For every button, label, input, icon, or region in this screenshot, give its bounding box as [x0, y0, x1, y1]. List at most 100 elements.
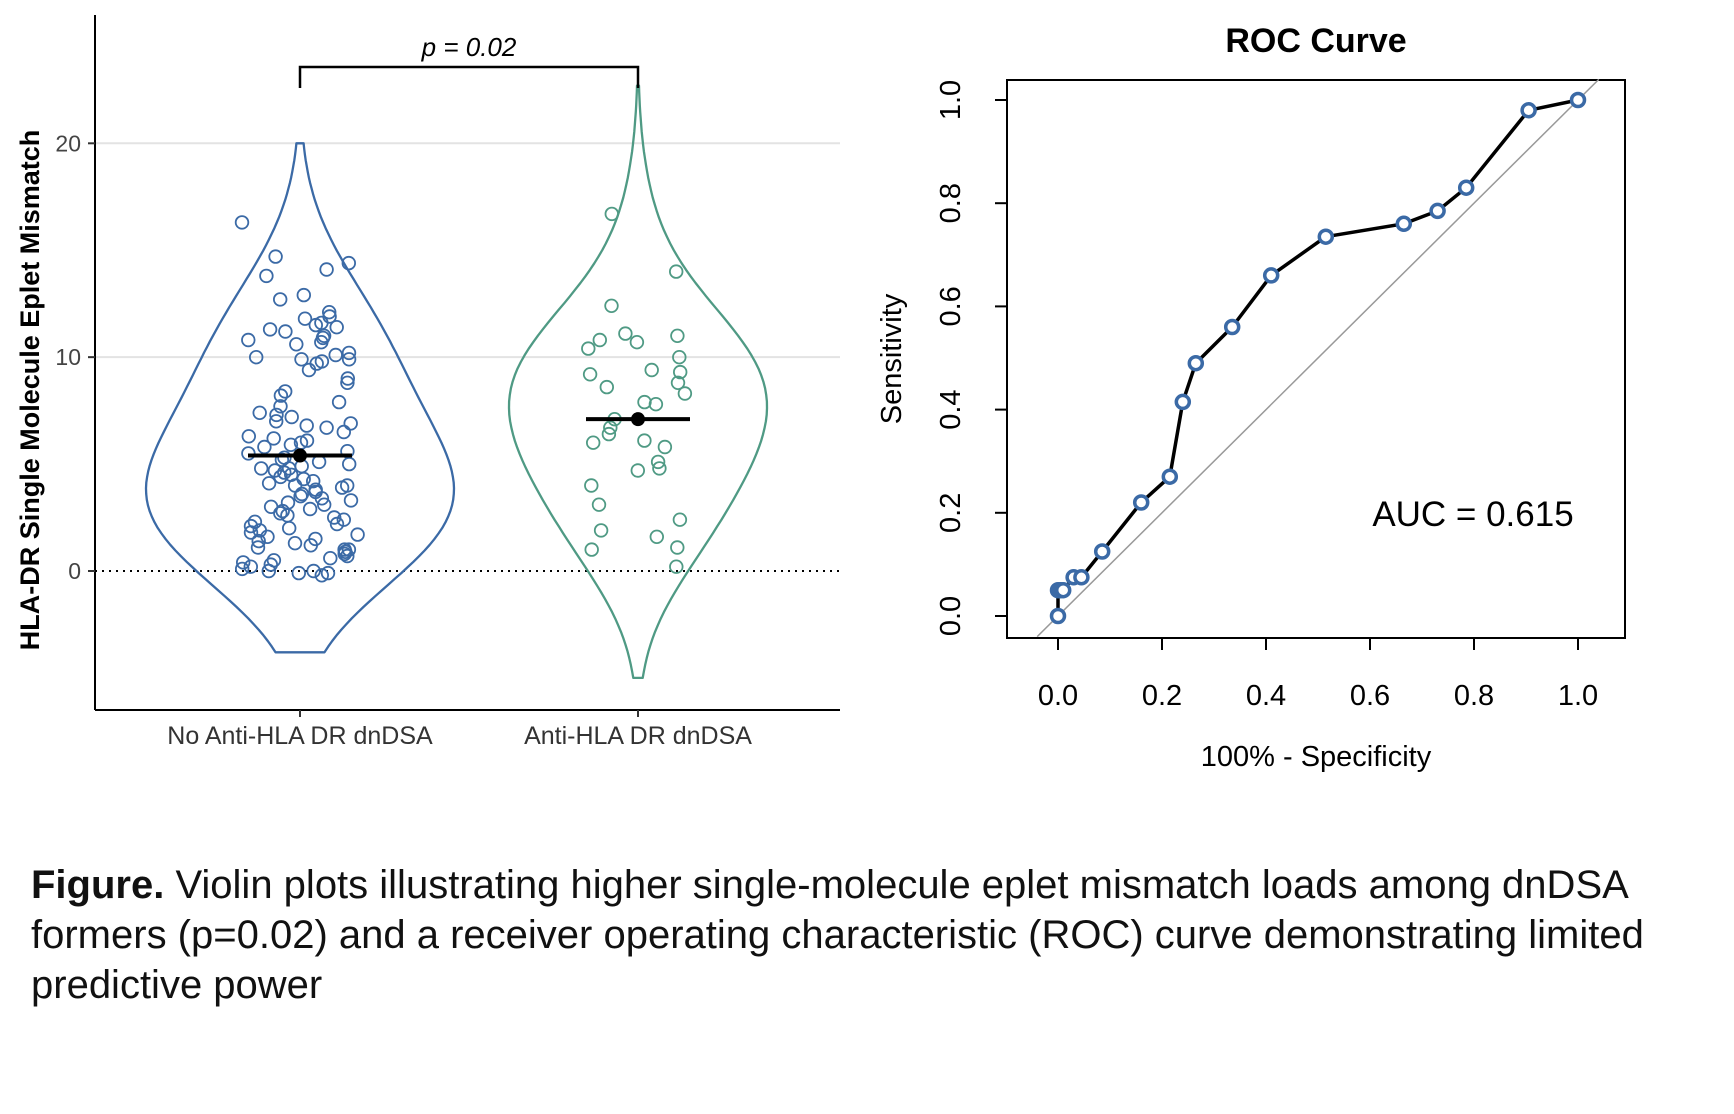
y-tick-label: 0.4 — [935, 389, 967, 429]
roc-point — [1054, 581, 1072, 599]
data-point — [314, 491, 330, 506]
violin-plot-panel: 0 10 20 No Anti-HLA DR dnDSA Anti-HLA DR dn… — [15, 15, 840, 750]
roc-point — [1174, 393, 1192, 411]
y-tick-label: 0.2 — [935, 493, 967, 533]
data-point — [283, 437, 299, 453]
x-tick-label: 0.0 — [1038, 680, 1078, 712]
data-point — [243, 518, 259, 534]
data-point — [670, 540, 685, 555]
data-point — [278, 324, 293, 339]
data-point — [657, 439, 673, 455]
data-point — [243, 559, 259, 574]
roc-point — [1093, 543, 1111, 560]
violin-shapes — [144, 84, 769, 680]
violin-outline — [144, 142, 456, 654]
data-point — [234, 215, 250, 230]
data-point — [268, 249, 283, 264]
data-point — [323, 551, 338, 566]
data-point — [677, 386, 693, 401]
data-point — [327, 510, 342, 525]
data-point — [275, 503, 290, 519]
data-point — [331, 394, 347, 410]
data-point — [604, 298, 619, 314]
data-point — [254, 461, 269, 476]
data-point — [234, 561, 250, 577]
roc-point — [1223, 318, 1241, 336]
violin-outline — [507, 84, 769, 680]
data-point — [669, 264, 684, 279]
data-point — [302, 501, 318, 517]
roc-plot-frame — [1006, 79, 1626, 639]
data-point — [670, 375, 686, 391]
data-point — [644, 362, 659, 378]
data-point — [289, 337, 304, 352]
data-point — [241, 332, 256, 348]
roc-point — [1569, 91, 1587, 109]
data-point — [259, 268, 274, 284]
roc-diagonal-line — [1036, 78, 1600, 638]
data-point — [306, 474, 321, 489]
data-point — [603, 420, 618, 435]
data-point — [319, 262, 334, 277]
data-point — [262, 322, 278, 337]
violin-y-ticks: 0 10 20 — [55, 130, 95, 584]
data-point — [260, 529, 275, 545]
data-point — [604, 206, 620, 222]
roc-x-ticks: 0.0 0.2 0.4 0.6 0.8 1.0 — [1038, 638, 1598, 712]
data-point — [581, 341, 596, 356]
x-tick-label: 0.2 — [1142, 680, 1182, 712]
data-point — [273, 506, 288, 521]
data-point — [648, 397, 664, 412]
data-point — [582, 367, 598, 382]
roc-point — [1187, 354, 1205, 372]
x-tick-label: No Anti-HLA DR dnDSA — [167, 722, 433, 750]
data-point — [650, 454, 666, 470]
data-point — [340, 371, 356, 386]
data-point — [350, 527, 365, 542]
violin-means — [248, 412, 690, 463]
mean-point — [631, 412, 645, 427]
data-point — [281, 461, 297, 476]
data-point — [303, 538, 319, 553]
data-point — [322, 305, 337, 320]
x-tick-label: Anti-HLA DR dnDSA — [524, 722, 752, 750]
roc-y-axis-label: Sensitivity — [876, 293, 908, 424]
violin-gridlines — [95, 142, 840, 359]
data-point — [273, 292, 288, 307]
data-point — [630, 463, 646, 478]
data-point — [340, 548, 355, 564]
data-point — [341, 255, 357, 271]
data-point — [586, 435, 601, 450]
data-point — [297, 311, 313, 326]
data-point — [618, 326, 633, 341]
caption-label: Figure. — [31, 863, 165, 907]
data-point — [266, 431, 281, 446]
data-point — [343, 493, 359, 508]
data-point — [243, 525, 259, 540]
roc-point — [1073, 569, 1090, 586]
mean-point — [293, 448, 307, 463]
data-point — [273, 469, 288, 485]
data-point — [291, 565, 307, 581]
data-point — [301, 362, 317, 378]
data-point — [269, 414, 284, 429]
data-point — [340, 375, 355, 391]
data-point — [299, 433, 315, 448]
data-point — [261, 563, 277, 579]
figure: 0 10 20 No Anti-HLA DR dnDSA Anti-HLA DR dn… — [15, 15, 1626, 773]
data-point — [308, 317, 324, 333]
data-point — [599, 379, 615, 395]
data-point — [294, 352, 309, 367]
significance-bracket: p = 0.02 — [298, 32, 640, 88]
y-tick-label: 1.0 — [935, 80, 967, 120]
data-point — [284, 409, 299, 425]
data-point — [251, 533, 266, 549]
roc-point — [1520, 102, 1537, 119]
data-point — [584, 542, 599, 557]
roc-y-ticks: 0.0 0.2 0.4 0.6 0.8 1.0 — [935, 80, 1007, 636]
roc-point — [1161, 468, 1179, 485]
bracket-line — [298, 65, 640, 88]
data-point — [341, 352, 357, 367]
data-point — [584, 478, 599, 493]
data-point — [673, 364, 688, 380]
